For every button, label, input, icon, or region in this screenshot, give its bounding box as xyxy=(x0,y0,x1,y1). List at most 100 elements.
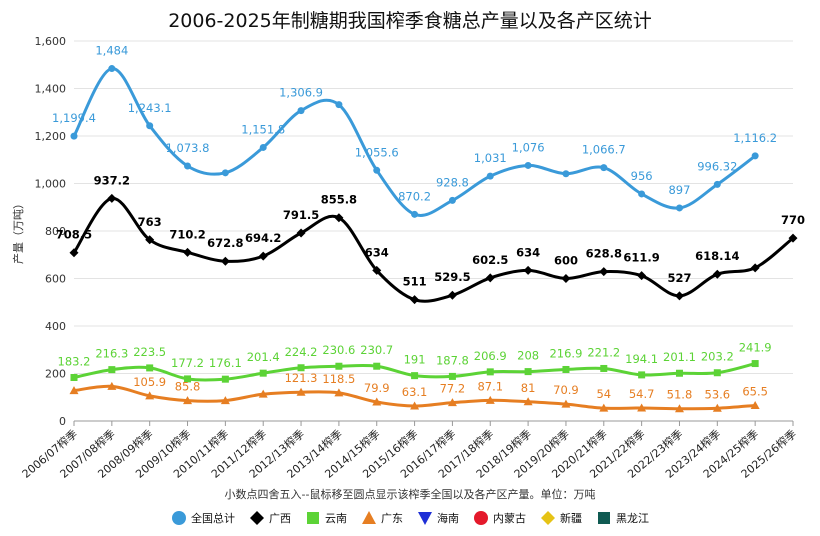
legend-item[interactable]: 新疆 xyxy=(540,510,582,526)
legend-marker-icon xyxy=(307,512,319,524)
data-label: 201.4 xyxy=(247,350,280,364)
data-point xyxy=(146,122,154,130)
data-label: 223.5 xyxy=(133,345,166,359)
data-label: 51.8 xyxy=(667,388,693,402)
data-point xyxy=(145,235,155,245)
legend-item[interactable]: 黑龙江 xyxy=(596,510,649,526)
data-label: 928.8 xyxy=(436,175,469,189)
y-tick-label: 1,400 xyxy=(35,83,67,96)
legend-item[interactable]: 海南 xyxy=(417,510,459,526)
data-point xyxy=(296,387,306,396)
data-label: 770 xyxy=(781,213,805,227)
data-label: 1,199.4 xyxy=(52,111,96,125)
data-point xyxy=(335,101,343,109)
y-tick-label: 800 xyxy=(45,225,66,238)
data-point xyxy=(411,372,419,380)
y-tick-label: 600 xyxy=(45,273,66,286)
data-label: 956 xyxy=(631,169,653,183)
data-label: 1,066.7 xyxy=(582,143,626,157)
series-全国总计: 1,199.4 1,484 1,243.1 1,073.8 1,151.8 1,306.9… xyxy=(52,44,777,218)
data-point xyxy=(335,362,343,370)
series-line xyxy=(72,196,795,303)
data-point xyxy=(485,395,495,404)
data-label: 187.8 xyxy=(436,353,469,367)
data-label: 230.6 xyxy=(322,343,355,357)
data-point xyxy=(297,364,305,372)
data-point xyxy=(599,267,609,277)
legend-marker-icon xyxy=(541,511,555,525)
legend-marker-icon xyxy=(172,511,186,525)
data-label: 694.2 xyxy=(245,231,281,245)
chart-subtitle: 小数点四舍五入--鼠标移至圆点显示该榨季全国以及各产区产量。单位：万吨 xyxy=(224,488,596,501)
legend-item[interactable]: 广西 xyxy=(249,510,291,526)
legend-item[interactable]: 广东 xyxy=(361,510,403,526)
data-point xyxy=(258,389,268,398)
data-label: 1,031 xyxy=(474,151,507,165)
data-point xyxy=(373,166,381,174)
data-point xyxy=(447,290,457,300)
data-label: 87.1 xyxy=(477,379,503,393)
data-label: 529.5 xyxy=(434,270,470,284)
y-tick-label: 400 xyxy=(45,320,66,333)
legend-label: 广东 xyxy=(381,512,403,525)
data-point xyxy=(712,403,722,412)
data-point xyxy=(674,291,684,301)
data-point xyxy=(447,398,457,407)
data-point xyxy=(523,397,533,406)
data-label: 224.2 xyxy=(285,345,318,359)
data-point xyxy=(713,369,721,377)
data-point xyxy=(750,400,760,409)
data-label: 634 xyxy=(516,245,540,259)
data-label: 53.6 xyxy=(705,387,731,401)
legend-label: 云南 xyxy=(325,512,347,525)
data-point xyxy=(675,369,683,377)
data-point xyxy=(146,364,154,372)
data-label: 191 xyxy=(404,353,426,367)
data-point xyxy=(362,511,376,524)
data-label: 183.2 xyxy=(58,354,91,368)
chart-legend: 全国总计 广西 云南 广东 海南 内蒙古 新疆 黑龙江 xyxy=(0,510,820,526)
data-point xyxy=(372,397,382,406)
y-tick-label: 1,000 xyxy=(35,178,67,191)
data-label: 937.2 xyxy=(94,173,130,187)
legend-label: 黑龙江 xyxy=(616,512,649,525)
data-label: 672.8 xyxy=(207,236,243,250)
data-label: 1,243.1 xyxy=(128,101,172,115)
data-point xyxy=(184,375,192,383)
data-point xyxy=(562,170,570,178)
data-point xyxy=(751,152,759,160)
data-label: 206.9 xyxy=(474,349,507,363)
data-point xyxy=(107,381,117,390)
data-point xyxy=(541,511,555,525)
data-point xyxy=(600,164,608,172)
legend-item[interactable]: 内蒙古 xyxy=(473,510,526,526)
data-label: 1,116.2 xyxy=(733,131,777,145)
data-label: 763 xyxy=(138,215,162,229)
data-label: 1,076 xyxy=(512,140,545,154)
legend-item[interactable]: 云南 xyxy=(305,510,347,526)
data-point xyxy=(562,365,570,373)
data-point xyxy=(108,366,116,374)
data-label: 216.9 xyxy=(549,346,582,360)
data-point xyxy=(220,396,230,405)
data-label: 511 xyxy=(403,275,427,289)
data-label: 216.3 xyxy=(95,347,128,361)
data-label: 618.14 xyxy=(695,249,739,263)
data-label: 1,151.8 xyxy=(241,122,285,136)
data-label: 527 xyxy=(667,271,691,285)
legend-label: 新疆 xyxy=(560,512,582,525)
data-label: 1,306.9 xyxy=(279,86,323,100)
data-label: 105.9 xyxy=(133,375,166,389)
data-label: 221.2 xyxy=(587,345,620,359)
data-point xyxy=(107,193,117,203)
data-point xyxy=(561,274,571,283)
data-point xyxy=(334,213,344,223)
data-point xyxy=(712,269,722,279)
y-tick-label: 200 xyxy=(45,368,66,381)
legend-item[interactable]: 全国总计 xyxy=(171,510,235,526)
data-point xyxy=(334,388,344,397)
data-point xyxy=(638,190,646,198)
data-label: 176.1 xyxy=(209,356,242,370)
data-label: 1,484 xyxy=(95,44,128,58)
